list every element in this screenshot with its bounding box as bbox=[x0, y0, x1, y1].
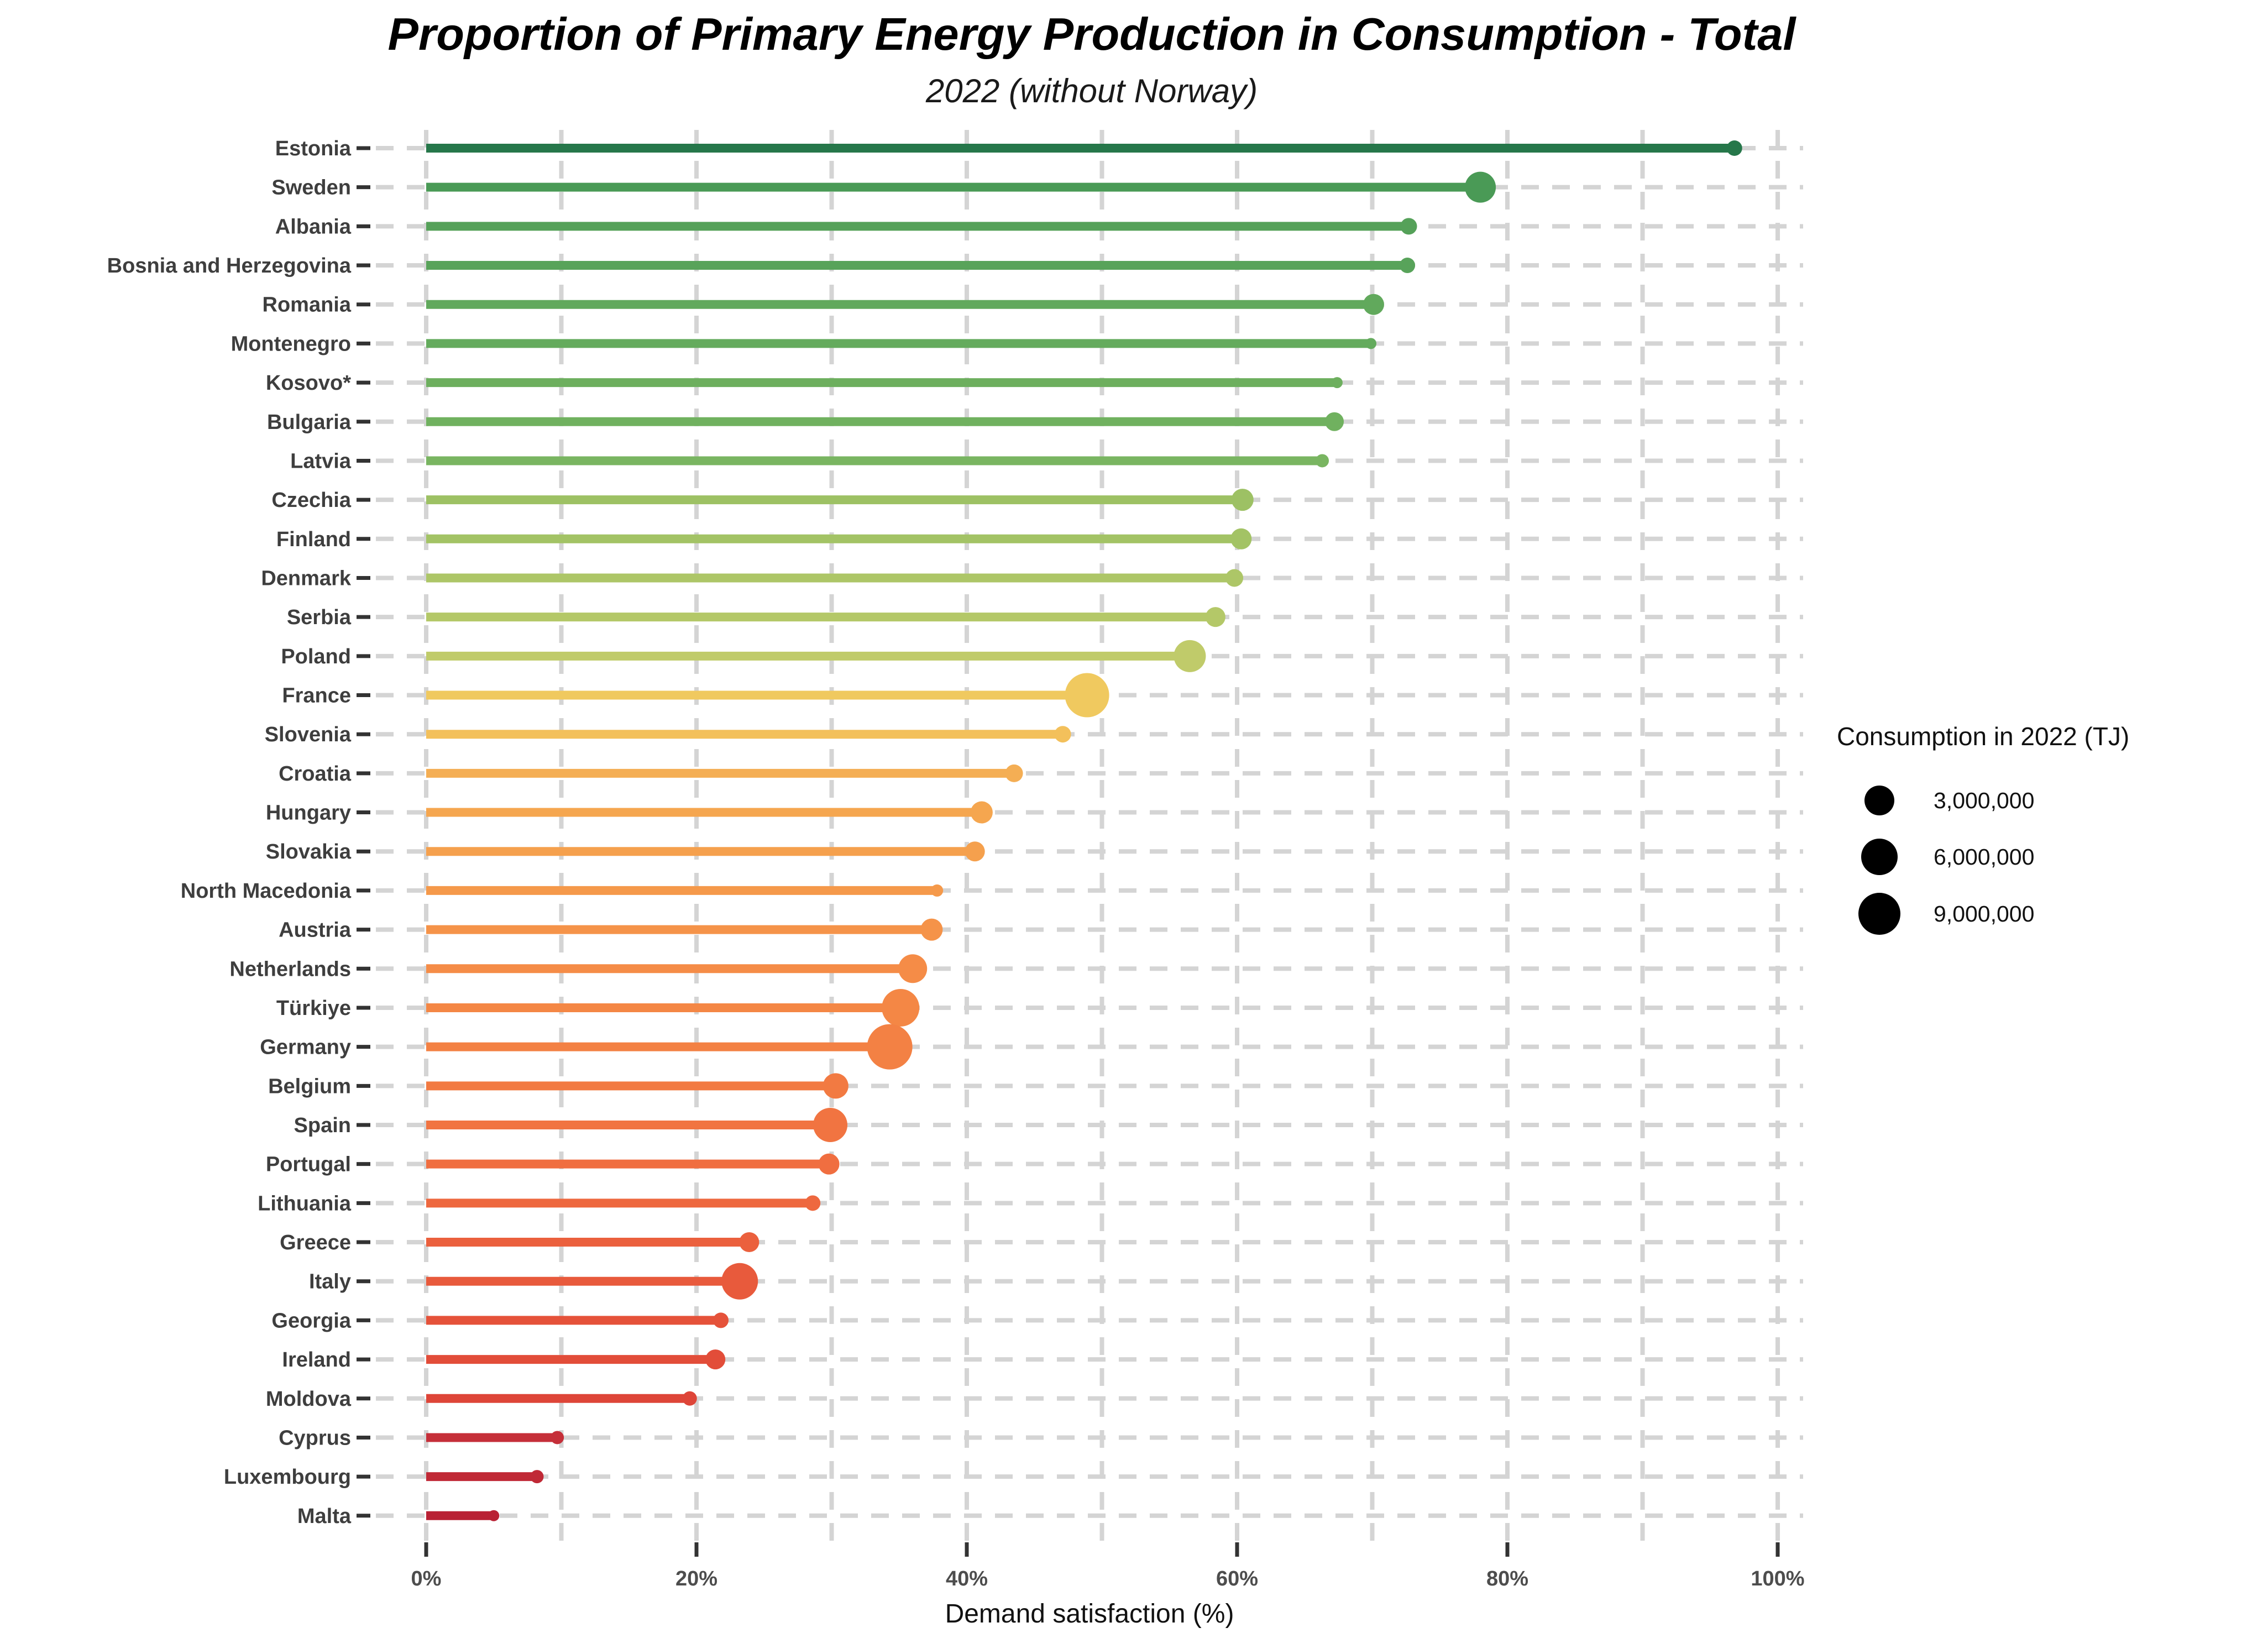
lollipop-dot bbox=[1205, 607, 1225, 627]
chart-subtitle: 2022 (without Norway) bbox=[925, 72, 1258, 109]
lollipop-dot bbox=[931, 884, 944, 897]
country-label: Portugal bbox=[266, 1153, 351, 1176]
legend-title: Consumption in 2022 (TJ) bbox=[1837, 722, 2129, 751]
country-label: Malta bbox=[297, 1505, 352, 1528]
country-label: France bbox=[282, 684, 351, 708]
country-label: Slovakia bbox=[266, 840, 352, 863]
country-label: Estonia bbox=[275, 137, 352, 160]
x-tick-label: 20% bbox=[675, 1567, 717, 1590]
lollipop-dot bbox=[488, 1510, 500, 1521]
lollipop-dot bbox=[1400, 218, 1417, 235]
x-axis: 0% 20% 40% 60% 80% 100% bbox=[411, 1542, 1805, 1590]
country-label: Lithuania bbox=[258, 1192, 352, 1215]
country-label: Spain bbox=[294, 1114, 351, 1137]
country-label: Türkiye bbox=[276, 997, 351, 1020]
country-label: Moldova bbox=[266, 1388, 352, 1411]
country-label: Albania bbox=[275, 215, 352, 238]
lollipop-dot bbox=[1465, 171, 1496, 203]
lollipop-dot bbox=[1005, 764, 1023, 782]
lollipop-dot bbox=[898, 954, 928, 983]
country-label: Romania bbox=[263, 294, 352, 317]
x-tick-label: 40% bbox=[946, 1567, 988, 1590]
lollipop-dot bbox=[705, 1349, 726, 1370]
lollipop-dot bbox=[682, 1391, 697, 1406]
country-label: Finland bbox=[276, 528, 351, 551]
country-label: Ireland bbox=[282, 1348, 351, 1372]
lollipop-dot bbox=[739, 1232, 760, 1253]
lollipop-dot bbox=[1231, 489, 1254, 511]
legend-size-dot bbox=[1858, 893, 1900, 935]
lollipop-dot bbox=[1230, 528, 1252, 549]
lollipop-dot bbox=[1325, 412, 1344, 431]
lollipop-dot bbox=[1174, 640, 1206, 672]
country-label: Austria bbox=[279, 919, 352, 942]
country-label: Georgia bbox=[271, 1309, 351, 1332]
country-label: Latvia bbox=[290, 449, 352, 473]
country-label: Denmark bbox=[261, 567, 351, 590]
country-label: Poland bbox=[281, 645, 351, 668]
legend-size-dot bbox=[1861, 839, 1898, 875]
x-tick-label: 60% bbox=[1216, 1567, 1258, 1590]
country-label: Czechia bbox=[271, 489, 351, 512]
legend-size-label: 3,000,000 bbox=[1934, 788, 2034, 813]
country-label: Bosnia and Herzegovina bbox=[107, 254, 352, 278]
legend-size-dot bbox=[1864, 786, 1894, 815]
lollipop-dot bbox=[713, 1312, 729, 1328]
country-label: Germany bbox=[260, 1036, 351, 1059]
lollipop-dot bbox=[721, 1263, 758, 1300]
lollipop-dot bbox=[1316, 454, 1329, 468]
lollipop-dot bbox=[1054, 726, 1071, 743]
lollipop-dot bbox=[1726, 140, 1742, 156]
country-label: Italy bbox=[309, 1270, 351, 1294]
lollipop-dot bbox=[813, 1108, 848, 1142]
lollipop-dot bbox=[530, 1470, 544, 1484]
lollipop-dot bbox=[965, 841, 985, 862]
lollipop-dot bbox=[1225, 569, 1244, 587]
lollipop-dot bbox=[1400, 258, 1416, 274]
country-label: Belgium bbox=[268, 1075, 351, 1098]
country-label: Bulgaria bbox=[267, 411, 352, 434]
lollipop-dot bbox=[551, 1431, 564, 1444]
lollipop-dot bbox=[1331, 377, 1343, 389]
country-label: Cyprus bbox=[279, 1426, 351, 1449]
legend-size-label: 6,000,000 bbox=[1934, 844, 2034, 870]
size-legend: Consumption in 2022 (TJ) 3,000,000 6,000,0… bbox=[1837, 722, 2129, 935]
country-label: Luxembourg bbox=[224, 1465, 351, 1489]
lollipop-dot bbox=[1363, 294, 1384, 315]
x-tick-label: 80% bbox=[1486, 1567, 1528, 1590]
lollipop-dot bbox=[882, 988, 920, 1027]
lollipop-dot bbox=[867, 1024, 913, 1070]
country-rows: Estonia Sweden Albania Bosnia and Herzegovi… bbox=[107, 137, 1803, 1528]
lollipop-dot bbox=[1365, 338, 1377, 349]
lollipop-dot bbox=[1065, 673, 1109, 718]
country-label: Croatia bbox=[279, 762, 352, 786]
chart-title: Proportion of Primary Energy Production … bbox=[388, 8, 1797, 60]
lollipop-dot bbox=[818, 1153, 840, 1175]
lollipop-dot bbox=[805, 1195, 821, 1211]
lollipop-dot bbox=[970, 801, 993, 824]
x-axis-title: Demand satisfaction (%) bbox=[945, 1599, 1234, 1629]
country-label: Netherlands bbox=[229, 957, 351, 981]
country-label: Slovenia bbox=[265, 723, 352, 746]
country-label: North Macedonia bbox=[181, 880, 352, 903]
lollipop-dot bbox=[920, 918, 943, 941]
country-label: Sweden bbox=[271, 176, 351, 200]
country-label: Hungary bbox=[266, 802, 351, 825]
legend-size-label: 9,000,000 bbox=[1934, 901, 2034, 927]
x-tick-label: 100% bbox=[1751, 1567, 1804, 1590]
country-label: Kosovo* bbox=[266, 371, 351, 395]
country-label: Greece bbox=[280, 1231, 351, 1254]
country-label: Montenegro bbox=[231, 332, 351, 355]
lollipop-dot bbox=[823, 1073, 848, 1099]
x-tick-label: 0% bbox=[411, 1567, 442, 1590]
country-label: Serbia bbox=[287, 606, 352, 629]
